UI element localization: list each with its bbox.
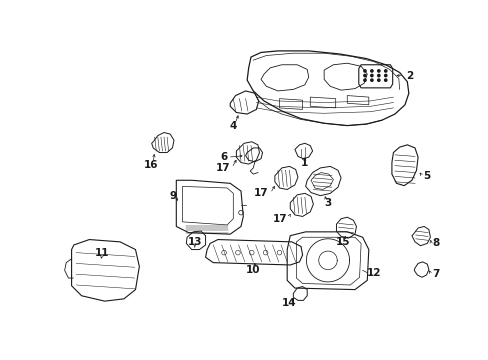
Text: 14: 14 bbox=[281, 298, 295, 309]
Text: 5: 5 bbox=[422, 171, 429, 181]
Circle shape bbox=[363, 70, 366, 72]
Text: 4: 4 bbox=[229, 121, 237, 131]
Text: 17: 17 bbox=[215, 163, 230, 173]
Text: 1: 1 bbox=[301, 158, 308, 167]
Text: 8: 8 bbox=[431, 238, 438, 248]
Circle shape bbox=[384, 79, 386, 81]
Text: 16: 16 bbox=[143, 160, 158, 170]
Text: 6: 6 bbox=[220, 152, 227, 162]
Text: 13: 13 bbox=[187, 237, 202, 247]
Circle shape bbox=[370, 79, 372, 81]
Text: 12: 12 bbox=[366, 267, 381, 278]
Circle shape bbox=[377, 75, 379, 77]
Circle shape bbox=[363, 79, 366, 81]
Circle shape bbox=[377, 79, 379, 81]
Text: 17: 17 bbox=[272, 214, 286, 224]
Text: 17: 17 bbox=[254, 188, 268, 198]
Text: 9: 9 bbox=[169, 191, 176, 201]
Text: 11: 11 bbox=[95, 248, 109, 258]
Text: 10: 10 bbox=[245, 265, 260, 275]
Circle shape bbox=[384, 70, 386, 72]
Circle shape bbox=[363, 75, 366, 77]
Text: 15: 15 bbox=[335, 237, 350, 247]
Circle shape bbox=[370, 70, 372, 72]
Text: 2: 2 bbox=[405, 71, 412, 81]
Circle shape bbox=[377, 70, 379, 72]
Text: 7: 7 bbox=[431, 269, 438, 279]
Circle shape bbox=[384, 75, 386, 77]
Text: 3: 3 bbox=[324, 198, 331, 208]
Circle shape bbox=[370, 75, 372, 77]
